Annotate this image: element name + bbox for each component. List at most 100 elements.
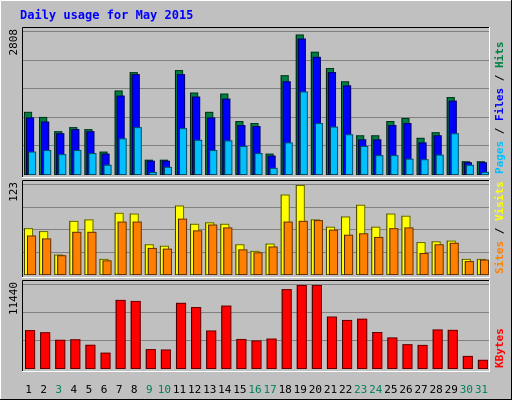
bar-pages-fill <box>345 134 354 175</box>
bar-sites <box>268 246 278 275</box>
bar-pages-fill <box>133 127 142 175</box>
bar-kbytes <box>387 337 398 370</box>
bar-files-fill <box>343 85 352 175</box>
bar-sites <box>298 220 308 275</box>
bar-sites-fill <box>389 228 399 275</box>
bar-pages <box>103 164 112 176</box>
bar-sites-fill <box>147 247 157 275</box>
bar-sites <box>449 242 459 275</box>
bar-kbytes-outline <box>326 316 338 369</box>
x-tick-label: 25 <box>384 383 397 396</box>
bar-sites <box>42 238 52 275</box>
bar-sites-outline <box>42 238 52 275</box>
bar-files-fill <box>327 72 337 175</box>
bar-sites <box>102 260 112 275</box>
bar-kbytes-outline <box>357 318 368 369</box>
bar-pages-outline <box>299 91 308 175</box>
bar-sites <box>177 218 188 276</box>
bar-sites-outline <box>253 252 263 276</box>
bar-kbytes <box>402 344 413 370</box>
bar-pages-fill <box>224 140 233 175</box>
bar-pages-fill <box>58 154 67 175</box>
bar-pages-fill <box>254 153 263 175</box>
x-tick-label: 16 <box>248 383 261 396</box>
bar-kbytes <box>191 307 202 370</box>
bar-kbytes-outline <box>281 289 292 369</box>
legend-part-visits: Visits <box>493 181 506 221</box>
bar-pages-fill <box>375 155 384 175</box>
bar-sites-fill <box>253 252 263 275</box>
bar-kbytes-fill <box>357 318 368 369</box>
bar-pages <box>360 145 369 176</box>
bar-pages-outline <box>28 151 37 176</box>
bar-pages <box>329 126 339 175</box>
bar-kbytes <box>130 300 141 369</box>
bar-pages <box>299 91 308 175</box>
x-tick-label: 13 <box>203 383 216 396</box>
bar-kbytes <box>236 338 247 370</box>
bar-sites <box>389 228 399 275</box>
bar-sites-fill <box>313 220 323 275</box>
bar-files-fill <box>101 153 110 175</box>
bar-kbytes-outline <box>266 338 277 370</box>
bar-sites-fill <box>162 248 172 275</box>
bar-pages-fill <box>43 150 52 175</box>
bar-sites-outline <box>328 229 339 275</box>
bar-kbytes <box>342 319 353 369</box>
bar-kbytes-outline <box>145 349 156 370</box>
bar-pages <box>480 171 490 175</box>
legend-part-kbytes: KBytes <box>493 328 506 368</box>
bar-pages <box>224 140 233 176</box>
x-tick-label: 17 <box>263 383 276 396</box>
bar-kbytes-fill <box>160 349 171 369</box>
bar-pages <box>284 142 293 176</box>
bar-sites-outline <box>404 227 414 275</box>
bar-sites <box>374 236 384 275</box>
bar-pages <box>148 171 157 175</box>
bar-sites-fill <box>298 220 308 275</box>
bar-files-fill <box>252 126 261 175</box>
bar-kbytes <box>251 340 262 370</box>
bar-files-fill <box>282 81 291 175</box>
bar-pages-outline <box>254 153 263 175</box>
bar-sites-fill <box>283 221 293 275</box>
bar-pages-outline <box>405 158 414 176</box>
bar-pages-fill <box>299 91 308 175</box>
bar-kbytes <box>326 316 338 369</box>
bar-kbytes-fill <box>372 331 383 369</box>
bar-pages-outline <box>178 128 188 175</box>
bar-kbytes-outline <box>100 352 111 370</box>
bar-sites-fill <box>238 249 248 275</box>
bar-sites-outline <box>193 230 203 276</box>
x-tick-label: 15 <box>233 383 246 396</box>
x-tick-label: 26 <box>399 383 412 396</box>
bar-pages <box>450 133 459 175</box>
bar-kbytes <box>145 349 156 370</box>
bar-pages-fill <box>148 171 157 175</box>
bar-kbytes-outline <box>191 307 202 370</box>
bar-sites-outline <box>147 247 157 276</box>
bar-files-fill <box>403 123 412 175</box>
bar-files-fill <box>312 56 321 175</box>
x-tick-label: 30 <box>460 383 473 396</box>
bar-pages-outline <box>314 123 323 175</box>
bar-kbytes-fill <box>296 285 307 369</box>
bar-pages-outline <box>224 140 233 176</box>
bar-pages <box>375 155 384 175</box>
bar-pages-outline <box>73 150 82 175</box>
bar-sites-fill <box>57 255 67 275</box>
bar-kbytes <box>447 329 458 370</box>
bar-kbytes-outline <box>462 355 473 370</box>
bar-kbytes <box>432 329 443 369</box>
bar-kbytes-fill <box>311 285 322 369</box>
bar-pages <box>465 164 474 176</box>
x-tick-label: 19 <box>294 383 307 396</box>
bar-sites-fill <box>464 261 474 275</box>
bar-pages-fill <box>465 164 474 175</box>
bar-pages <box>88 153 97 175</box>
bar-kbytes-fill <box>447 329 458 369</box>
panel-2-legend-label: Sites / Visits <box>493 181 506 274</box>
bar-files-fill <box>26 117 35 175</box>
legend-part-pages: Pages <box>493 141 506 174</box>
bar-sites-outline <box>102 260 112 275</box>
